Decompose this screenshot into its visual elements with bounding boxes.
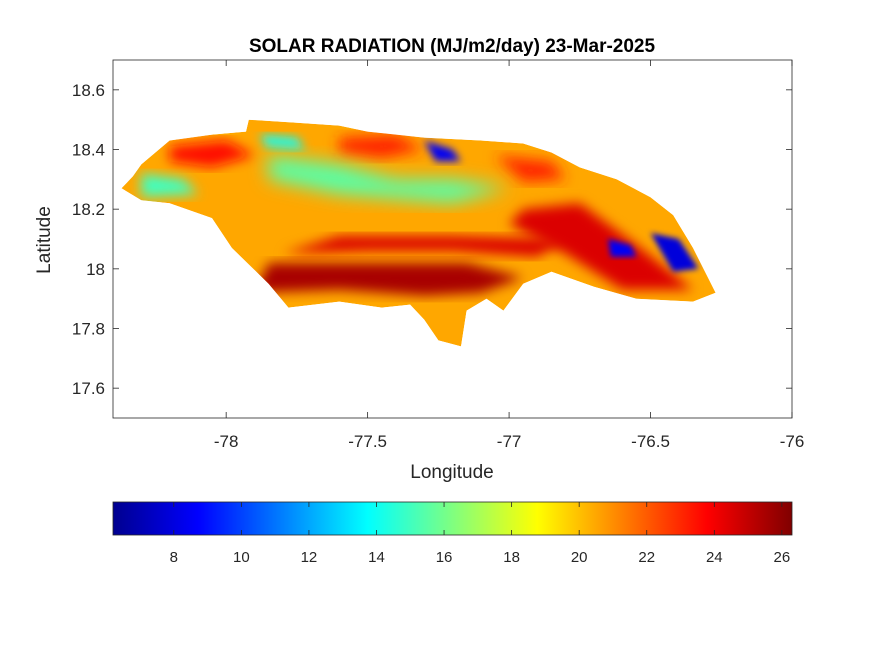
colorbar-tick-label: 18 [503,549,520,566]
colorbar-tick-label: 22 [638,549,655,566]
zone-east-low-1 [608,239,637,257]
x-tick-label: -78 [214,432,239,451]
colorbar-tick-label: 20 [571,549,588,566]
zone-north-central [339,134,425,159]
colorbar-tick-label: 16 [436,549,453,566]
zone-northeast [494,155,566,183]
y-tick-label: 18.4 [72,141,105,160]
x-tick-label: -76 [780,432,805,451]
colorbar-tick-label: 14 [368,549,385,566]
x-tick-label: -76.5 [631,432,670,451]
x-axis-label: Longitude [410,462,493,483]
x-tick-label: -77.5 [348,432,387,451]
colorbar-tick-label: 26 [774,549,791,566]
colorbar-tick-label: 12 [301,549,318,566]
zone-south-central [282,236,566,257]
x-tick-label: -77 [497,432,522,451]
colorbar-ticks: 8 10 12 14 16 18 20 22 24 26 [170,502,791,566]
zone-south-coast [254,262,524,296]
colorbar-gradient [112,501,793,536]
x-axis-ticks: -78 -77.5 -77 -76.5 -76 [214,60,804,451]
y-tick-label: 18.2 [72,200,105,219]
y-tick-label: 18.6 [72,81,105,100]
radiation-field [121,119,716,347]
zone-east-low-2 [650,233,699,272]
zone-west-coast [169,140,255,168]
zone-east-band [509,203,693,290]
zone-west-interior [141,173,198,198]
zone-northwest [260,134,306,150]
colorbar-tick-label: 10 [233,549,250,566]
colorbar-tick-label: 24 [706,549,723,566]
y-tick-label: 17.6 [72,379,105,398]
chart-title: SOLAR RADIATION (MJ/m2/day) 23-Mar-2025 [249,36,656,57]
zone-north-interior [268,155,510,204]
colorbar: 8 10 12 14 16 18 20 22 24 26 [112,501,793,566]
colorbar-tick-label: 8 [170,549,178,566]
y-tick-label: 18 [86,260,105,279]
y-axis-label: Latitude [34,206,55,274]
radiation-zones [141,134,699,296]
axes-box [112,59,793,419]
zone-cockpit [424,140,461,162]
y-axis-ticks: 17.6 17.8 18 18.2 18.4 18.6 [72,81,792,398]
y-tick-label: 17.8 [72,320,105,339]
